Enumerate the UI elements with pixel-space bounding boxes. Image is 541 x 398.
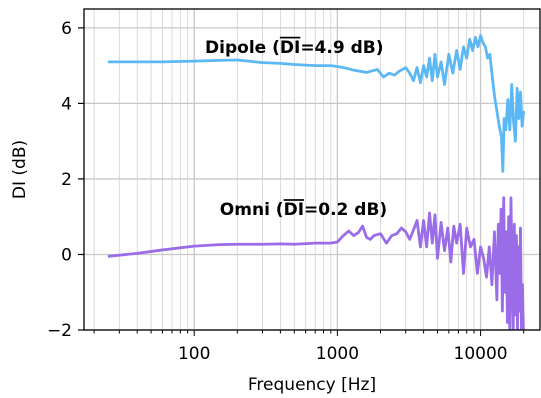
y-tick-label: −2 bbox=[47, 321, 72, 341]
omni-annotation: Omni (DI=0.2 dB) bbox=[220, 200, 387, 220]
dipole-series-line bbox=[107, 34, 526, 173]
y-tick-label: 2 bbox=[61, 170, 72, 190]
dipole-annotation-symbol: DI bbox=[280, 38, 300, 58]
omni-annotation-symbol: DI bbox=[284, 200, 304, 220]
y-tick-label: 6 bbox=[61, 19, 72, 39]
series-layer bbox=[107, 34, 526, 330]
dipole-annotation-suffix: =4.9 dB) bbox=[300, 38, 383, 58]
y-axis-label: DI (dB) bbox=[10, 140, 30, 199]
dipole-annotation: Dipole (DI=4.9 dB) bbox=[205, 38, 383, 58]
x-tick-label: 100 bbox=[178, 344, 210, 364]
dipole-annotation-prefix: Dipole ( bbox=[205, 38, 280, 58]
x-tick-label: 10000 bbox=[454, 344, 508, 364]
y-tick-label: 4 bbox=[61, 94, 72, 114]
omni-annotation-suffix: =0.2 dB) bbox=[304, 200, 387, 220]
x-axis-label: Frequency [Hz] bbox=[248, 375, 376, 395]
plot-area bbox=[83, 8, 541, 331]
omni-series-line bbox=[107, 196, 525, 330]
x-axis: 100 1000 10000 bbox=[178, 344, 508, 364]
annotations: Dipole (DI=4.9 dB)Omni (DI=0.2 dB) bbox=[205, 38, 387, 220]
x-tick-label: 1000 bbox=[316, 344, 359, 364]
y-axis: −2 0 2 4 6 bbox=[47, 19, 72, 341]
y-tick-label: 0 bbox=[61, 245, 72, 265]
grid bbox=[78, 9, 540, 336]
omni-annotation-prefix: Omni ( bbox=[220, 200, 284, 220]
